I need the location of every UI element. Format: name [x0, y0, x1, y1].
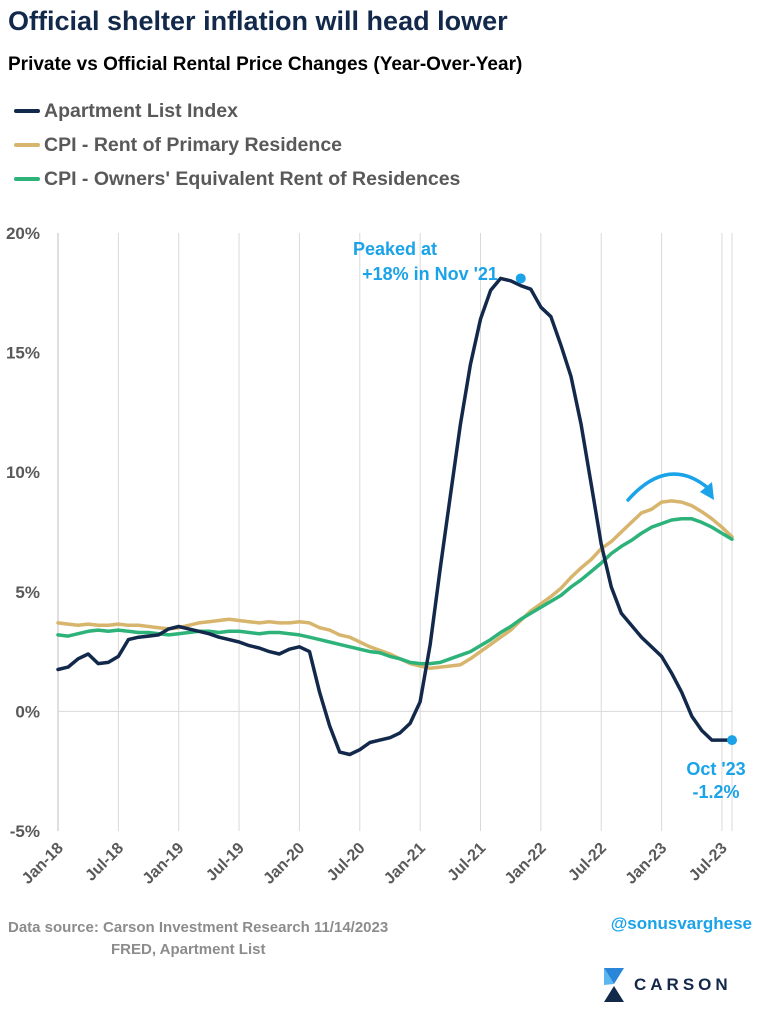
trend-arrow	[626, 472, 710, 502]
end-annotation-line2: -1.2%	[692, 782, 739, 802]
series-line-2	[56, 517, 734, 666]
legend-label-apartment-list: Apartment List Index	[44, 99, 238, 122]
y-tick-label: 10%	[6, 463, 40, 482]
peak-annotation-line2: +18% in Nov '21	[362, 264, 498, 284]
y-tick-label: -5%	[10, 822, 40, 841]
y-tick-label: 20%	[6, 224, 40, 243]
x-tick-label: Jan-23	[623, 840, 671, 888]
legend-item-cpi-rent: CPI - Rent of Primary Residence	[14, 128, 460, 162]
x-tick-label: Jul-20	[324, 840, 369, 885]
carson-logo-icon	[604, 968, 624, 1002]
end-annotation-line1: Oct '23	[686, 759, 745, 779]
peak-annotation-line1: Peaked at	[353, 239, 437, 259]
chart-subtitle: Private vs Official Rental Price Changes…	[8, 54, 523, 75]
legend-item-cpi-oer: CPI - Owners' Equivalent Rent of Residen…	[14, 162, 460, 196]
chart-title: Official shelter inflation will head low…	[8, 6, 508, 36]
end-marker	[727, 735, 737, 746]
data-source-line1: Data source: Carson Investment Research …	[8, 919, 389, 936]
carson-logo: CARSON	[602, 968, 732, 1002]
trend-arrow-head	[700, 482, 714, 500]
data-source: Data source: Carson Investment Research …	[8, 917, 388, 961]
legend-label-cpi-rent: CPI - Rent of Primary Residence	[44, 133, 343, 156]
carson-logo-text: CARSON	[634, 975, 732, 994]
line-chart: -5% 0% 5% 10% 15% 20% Jan-18 Jul-18 Jan-19 Jul-19…	[6, 224, 746, 888]
legend-swatch-cpi-oer	[14, 177, 40, 181]
x-tick-label: Jul-21	[445, 840, 490, 885]
y-tick-label: 0%	[15, 702, 40, 721]
y-tick-label: 15%	[6, 344, 40, 363]
x-tick-label: Jan-19	[140, 840, 188, 888]
y-tick-label: 5%	[15, 583, 40, 602]
legend-swatch-cpi-rent	[14, 143, 40, 147]
x-tick-label: Jan-18	[19, 840, 67, 888]
twitter-handle: @sonusvarghese	[610, 914, 752, 933]
legend-item-apartment-list: Apartment List Index	[14, 94, 460, 128]
x-tick-label: Jul-18	[82, 840, 127, 885]
x-tick-label: Jan-20	[260, 840, 308, 888]
x-tick-label: Jul-23	[686, 840, 731, 885]
x-tick-label: Jul-22	[565, 840, 610, 885]
data-source-line2: FRED, Apartment List	[111, 941, 266, 958]
x-tick-label: Jan-22	[502, 840, 550, 888]
peak-marker	[515, 273, 526, 284]
x-tick-label: Jan-21	[381, 840, 429, 888]
legend-label-cpi-oer: CPI - Owners' Equivalent Rent of Residen…	[44, 167, 461, 190]
legend: Apartment List Index CPI - Rent of Prima…	[14, 94, 460, 196]
legend-swatch-apartment-list	[14, 109, 40, 113]
series-line-1	[56, 499, 734, 671]
x-tick-label: Jul-19	[203, 840, 248, 885]
series-line-0	[56, 276, 734, 757]
